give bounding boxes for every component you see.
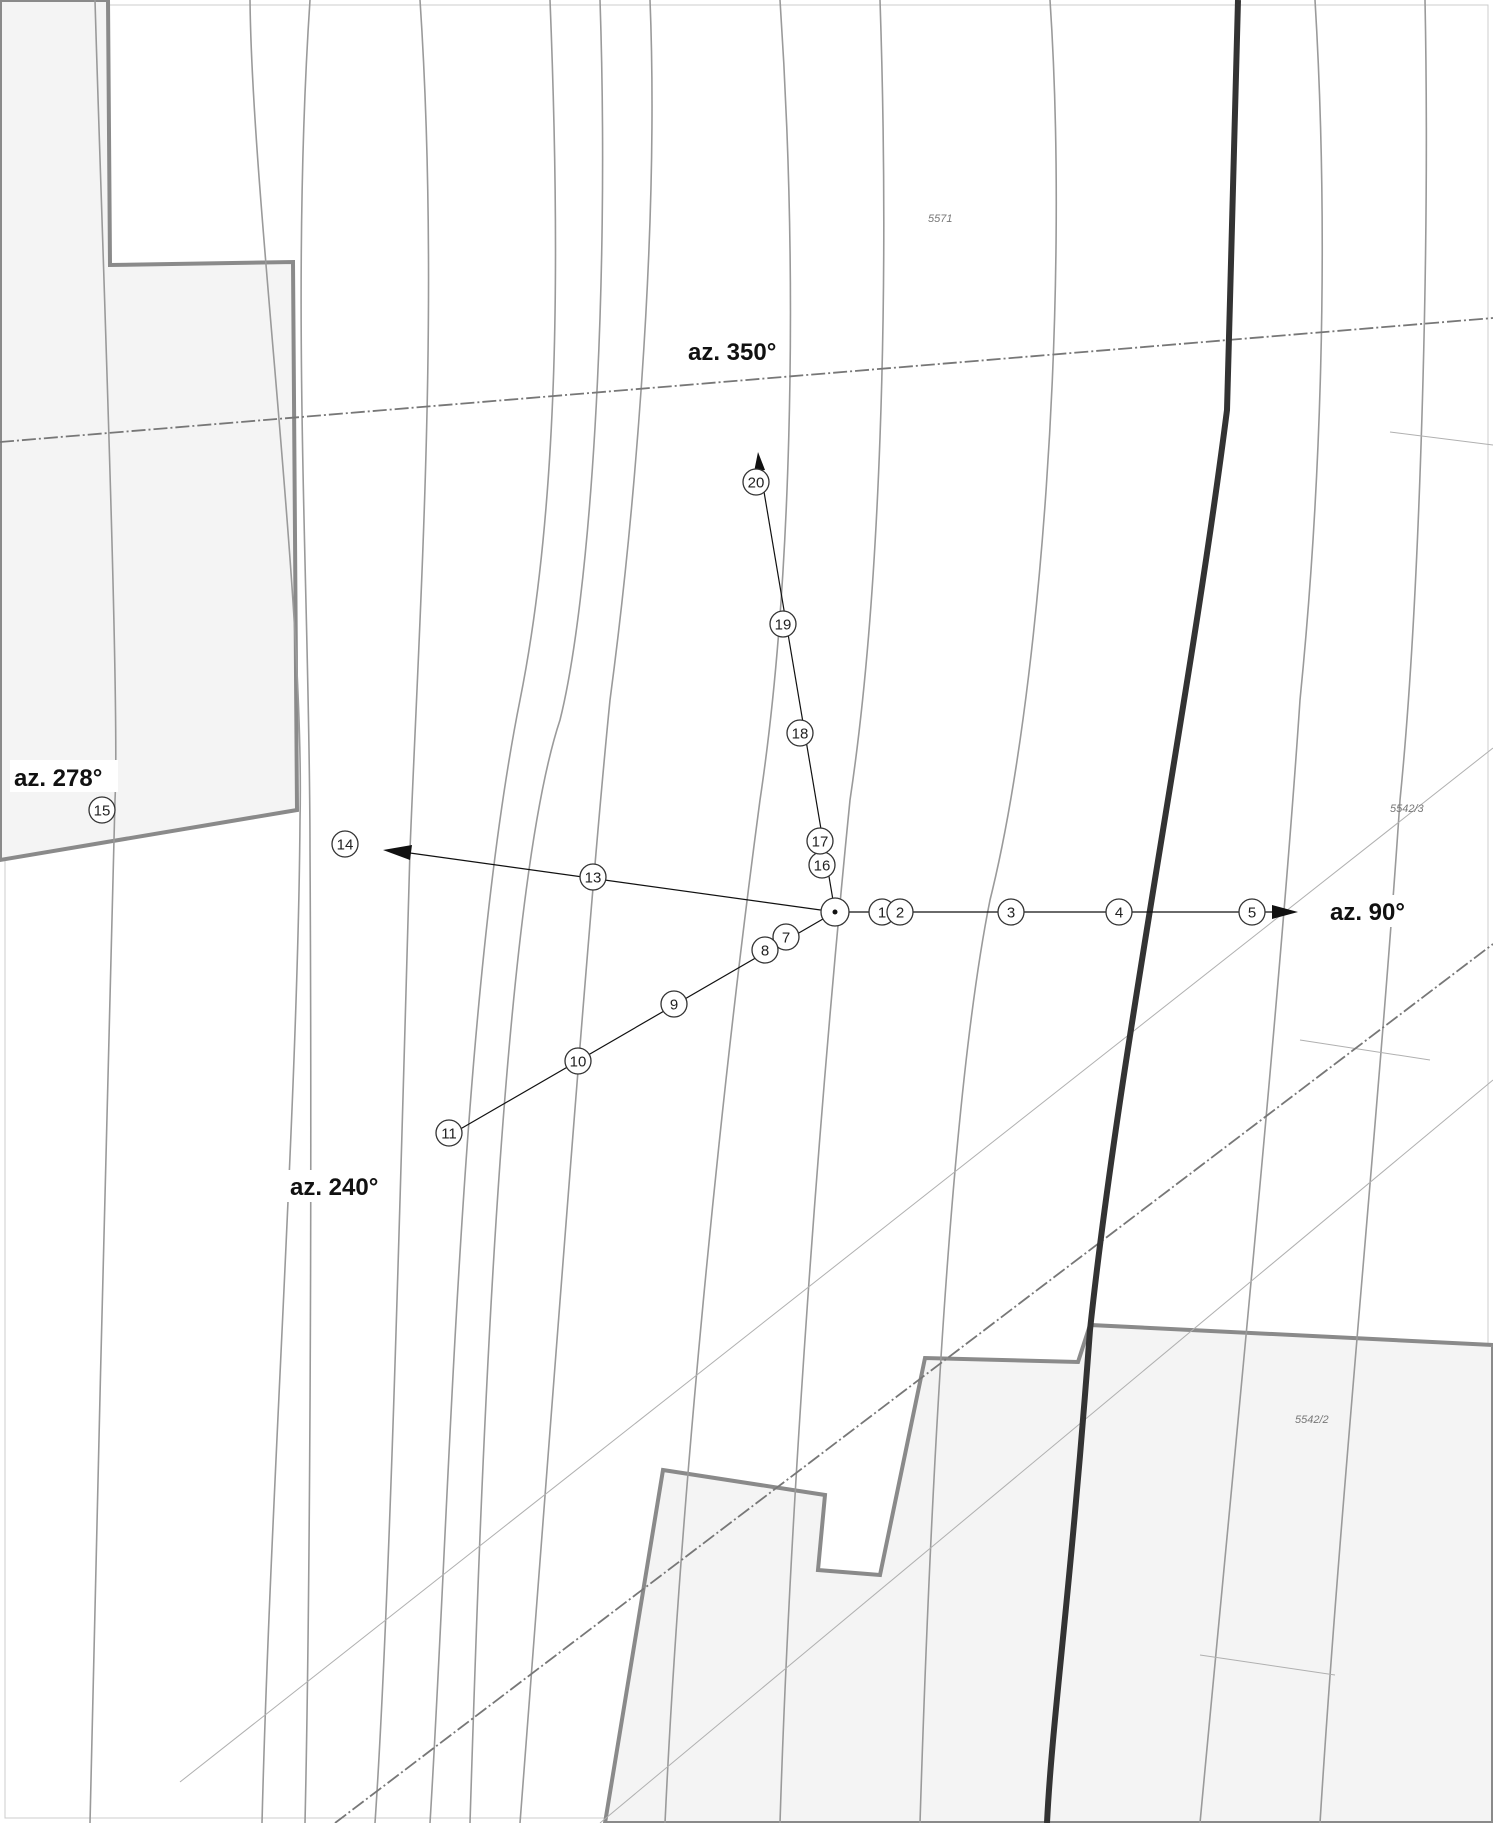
azimuth-label-278: az. 278° [14,765,102,792]
arrowhead-az90 [1272,905,1298,919]
survey-point-number: 19 [775,617,792,634]
azimuth-label-240: az. 240° [290,1174,378,1201]
survey-point-2: 2 [886,898,914,926]
survey-point-marker [579,863,607,891]
main-road [1044,0,1241,1823]
az90-label-bg [1325,895,1420,927]
arrowhead-az350 [754,452,765,472]
survey-point-marker [1105,898,1133,926]
survey-point-4: 4 [1105,898,1133,926]
survey-point-marker [769,610,797,638]
az240-label-bg [286,1170,394,1202]
survey-point-marker [806,827,834,855]
survey-point-number: 14 [337,837,354,854]
survey-point-marker [886,898,914,926]
survey-point-marker [564,1047,592,1075]
survey-point-5: 5 [1238,898,1266,926]
survey-point-marker [1238,898,1266,926]
contour-lines [89,0,1428,1823]
survey-point-number: 2 [896,905,904,922]
azimuth-label-350: az. 350° [688,339,776,366]
survey-point-14: 14 [331,830,359,858]
survey-point-marker [660,990,688,1018]
survey-point-number: 5 [1248,905,1256,922]
survey-point-3: 3 [997,898,1025,926]
survey-point-marker [786,719,814,747]
dashed-line-lower [334,943,1493,1823]
parcel-number-bottom-right: 5542/2 [1295,1414,1329,1426]
parcel-shaded-top-left [0,0,300,863]
parcel-number-top: 5571 [928,213,952,225]
survey-point-number: 18 [792,726,809,743]
survey-point-18: 18 [786,719,814,747]
survey-point-11: 11 [435,1119,463,1147]
survey-point-9: 9 [660,990,688,1018]
survey-point-marker [751,936,779,964]
survey-point-number: 3 [1007,905,1015,922]
survey-point-marker [997,898,1025,926]
survey-point-8: 8 [751,936,779,964]
survey-point-number: 16 [814,858,831,875]
boundary-lines [179,431,1493,1823]
arrowhead-az278 [383,845,412,860]
survey-point-number: 10 [570,1054,587,1071]
survey-point-20: 20 [742,468,770,496]
survey-point-marker [88,796,116,824]
survey-point-number: 20 [748,475,765,492]
survey-point-marker [435,1119,463,1147]
survey-point-marker [772,923,800,951]
survey-point-number: 15 [94,803,111,820]
survey-point-19: 19 [769,610,797,638]
survey-point-marker [742,468,770,496]
survey-point-7: 7 [772,923,800,951]
parcel-number-right: 5542/3 [1390,803,1425,815]
survey-point-number: 4 [1115,905,1123,922]
survey-point-number: 7 [782,930,790,947]
survey-point-number: 1 [878,905,886,922]
survey-point-number: 17 [812,834,829,851]
survey-station [820,897,850,927]
dashed-line-az350 [0,317,1493,443]
survey-point-number: 13 [585,870,602,887]
survey-point-number: 8 [761,943,769,960]
survey-point-number: 11 [441,1126,457,1143]
survey-point-number: 9 [670,997,678,1014]
az350-label-bg [680,335,788,367]
survey-point-15: 15 [88,796,116,824]
survey-point-10: 10 [564,1047,592,1075]
ray-az278 [409,852,836,913]
survey-point-13: 13 [579,863,607,891]
az278-label-bg [10,760,118,792]
azimuth-label-90: az. 90° [1330,899,1405,926]
survey-points: 1 2 3 4 5 78 9 10 11 13 14 15 16 17 18 19 20 [88,468,1266,1147]
parcel-shaded-bottom-center [602,1322,1493,1823]
survey-point-16: 16 [808,851,836,879]
survey-point-marker [331,830,359,858]
survey-point-17: 17 [806,827,834,855]
